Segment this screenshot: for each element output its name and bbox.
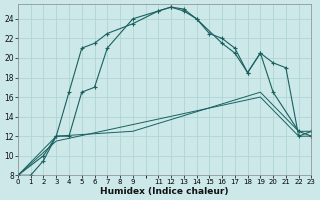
X-axis label: Humidex (Indice chaleur): Humidex (Indice chaleur) [100, 187, 229, 196]
